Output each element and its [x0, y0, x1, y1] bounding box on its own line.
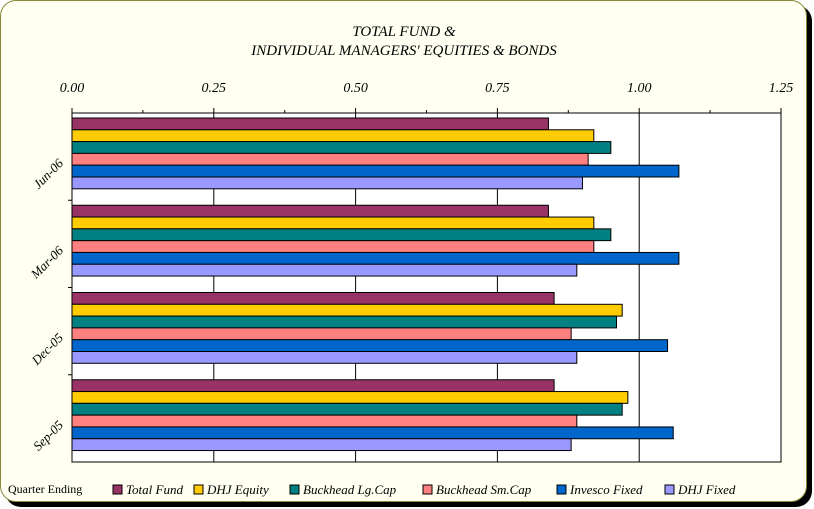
- bar: [71, 129, 595, 143]
- category-label: Sep-05: [30, 417, 66, 453]
- category-label: Jun-06: [30, 155, 66, 191]
- bar: [71, 164, 680, 178]
- legend-entry: DHJ Fixed: [677, 482, 736, 497]
- legend-title: Quarter Ending: [8, 482, 82, 496]
- bar: [71, 303, 623, 317]
- legend-swatch: [664, 484, 675, 495]
- bar: [71, 204, 549, 218]
- legend-entry: Buckhead Lg.Cap: [303, 482, 397, 497]
- x-tick-label: 0.00: [60, 81, 85, 96]
- bar: [71, 292, 555, 305]
- category-label: Mar-06: [27, 242, 67, 282]
- legend-swatch: [193, 484, 204, 495]
- bar: [71, 251, 680, 265]
- legend-swatch: [112, 484, 123, 495]
- x-tick-label: 0.75: [485, 81, 510, 96]
- bar: [71, 141, 612, 154]
- legend-entry: Invesco Fixed: [569, 482, 643, 497]
- plot-area: 0.00 0.25 0.50 0.75 1.00 1.25 Jun-06 Mar-06 Dec-…: [27, 81, 794, 463]
- legend-entry: Total Fund: [126, 482, 183, 497]
- legend-swatch: [556, 484, 567, 495]
- bar: [71, 263, 578, 277]
- bar: [71, 426, 674, 440]
- legend-entry: Buckhead Sm.Cap: [436, 482, 532, 497]
- bar: [71, 240, 595, 253]
- x-tick-label: 1.00: [627, 81, 652, 96]
- legend: Total Fund DHJ Equity Buckhead Lg.Cap Buckh…: [112, 482, 736, 497]
- x-tick-label: 0.50: [343, 81, 368, 96]
- x-tick-label: 0.25: [202, 81, 227, 96]
- bar: [71, 402, 623, 416]
- bar: [71, 391, 629, 404]
- bar: [71, 339, 669, 353]
- bar: [71, 152, 589, 166]
- category-label: Dec-05: [28, 330, 67, 369]
- bar: [71, 315, 618, 329]
- legend-swatch: [422, 484, 433, 495]
- bar: [71, 438, 572, 452]
- bar: [71, 216, 595, 230]
- bar: [71, 379, 555, 393]
- legend-swatch: [289, 484, 300, 495]
- bar: [71, 351, 578, 364]
- chart-title-line-2: INDIVIDUAL MANAGERS' EQUITIES & BONDS: [250, 43, 557, 59]
- bar: [71, 176, 583, 190]
- bar: [71, 117, 549, 131]
- bar: [71, 414, 578, 428]
- legend-entry: DHJ Equity: [206, 482, 269, 497]
- x-tick-label: 1.25: [769, 81, 794, 96]
- bar: [71, 228, 612, 242]
- bar: [71, 327, 572, 341]
- chart-title-line-1: TOTAL FUND &: [352, 24, 456, 40]
